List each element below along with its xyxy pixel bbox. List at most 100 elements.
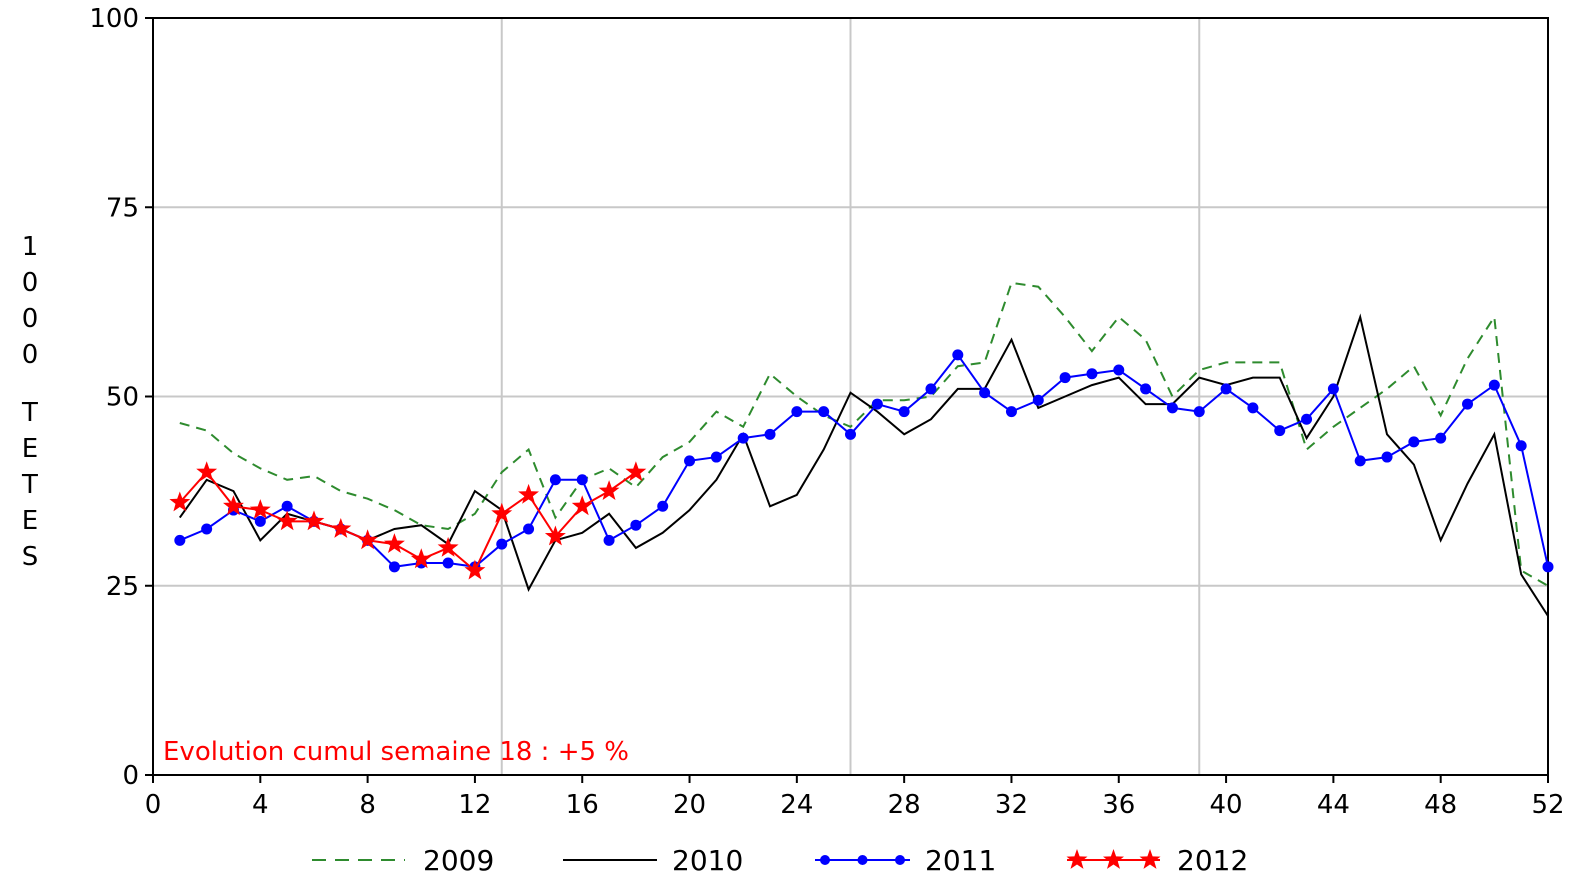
data-point-2012 <box>169 491 191 512</box>
data-point-2011 <box>1005 406 1017 418</box>
legend-label-2012: 2012 <box>1177 844 1248 877</box>
x-tick-label: 28 <box>888 790 921 820</box>
x-tick-label: 44 <box>1317 790 1350 820</box>
legend: 2009 2010 2011 2012 <box>312 844 1248 877</box>
legend-marker-2012 <box>1103 849 1124 869</box>
data-point-2011 <box>684 455 696 467</box>
series-layer <box>169 281 1554 617</box>
data-point-2011 <box>1086 368 1098 380</box>
y-tick-label: 25 <box>106 572 139 602</box>
data-point-2011 <box>1354 455 1366 467</box>
x-tick-label: 4 <box>252 790 269 820</box>
data-point-2011 <box>1515 440 1527 452</box>
x-tick-label: 36 <box>1102 790 1135 820</box>
data-point-2011 <box>388 561 400 573</box>
data-point-2011 <box>630 519 642 531</box>
data-point-2011 <box>952 349 964 361</box>
x-tick-label: 12 <box>458 790 491 820</box>
legend-marker-2011 <box>857 855 868 865</box>
y-axis-label-char: T <box>21 398 38 428</box>
legend-marker-2011 <box>820 855 830 865</box>
data-point-2011 <box>791 406 803 418</box>
data-point-2011 <box>925 383 937 395</box>
y-tick-label: 100 <box>89 4 139 34</box>
series-line-2010 <box>178 313 1549 617</box>
data-point-2011 <box>657 500 669 512</box>
y-axis-label-char: T <box>21 470 38 500</box>
data-point-2011 <box>1247 402 1259 414</box>
x-tick-label: 24 <box>780 790 813 820</box>
x-tick-label: 32 <box>995 790 1028 820</box>
data-point-2011 <box>1140 383 1152 395</box>
data-point-2011 <box>1327 383 1339 395</box>
data-point-2011 <box>710 451 722 463</box>
data-point-2011 <box>1220 383 1232 395</box>
data-point-2012 <box>303 510 325 531</box>
data-point-2012 <box>437 536 459 557</box>
x-tick-label: 20 <box>673 790 706 820</box>
x-tick-label: 16 <box>566 790 599 820</box>
y-axis-label-char: E <box>22 434 38 464</box>
y-tick-label: 50 <box>106 383 139 413</box>
legend-marker-2011 <box>895 855 905 865</box>
data-point-2011 <box>549 474 561 486</box>
legend-label-2011: 2011 <box>925 844 996 877</box>
data-point-2012 <box>410 548 432 569</box>
data-point-2011 <box>764 428 776 440</box>
data-point-2011 <box>603 534 615 546</box>
y-tick-label: 0 <box>122 761 139 791</box>
x-tick-label: 0 <box>145 790 162 820</box>
y-axis-label-char: 0 <box>22 340 39 370</box>
data-point-2011 <box>496 538 508 550</box>
data-point-2011 <box>201 523 213 535</box>
x-tick-label: 52 <box>1531 790 1564 820</box>
data-point-2012 <box>571 495 593 516</box>
grid-layer <box>153 18 1548 775</box>
x-tick-label: 48 <box>1424 790 1457 820</box>
y-axis-label-char: E <box>22 506 38 536</box>
data-point-2012 <box>249 499 271 519</box>
data-point-2012 <box>491 502 513 523</box>
series-line-2009 <box>179 281 1549 587</box>
data-point-2012 <box>357 529 379 550</box>
data-point-2011 <box>523 523 535 535</box>
y-axis-label-char: 1 <box>22 232 39 262</box>
data-point-2011 <box>737 432 749 444</box>
x-tick-label: 8 <box>359 790 376 820</box>
data-point-2011 <box>281 500 293 512</box>
data-point-2011 <box>1462 398 1474 410</box>
data-point-2011 <box>1113 364 1125 376</box>
data-point-2011 <box>1166 402 1178 414</box>
y-axis-label-char: S <box>22 542 39 572</box>
data-point-2012 <box>196 461 218 482</box>
y-axis-label-char: 0 <box>22 304 39 334</box>
data-point-2011 <box>979 387 991 399</box>
series-line-2011 <box>179 353 1549 568</box>
data-point-2012 <box>384 533 405 553</box>
data-point-2011 <box>818 406 830 418</box>
legend-label-2010: 2010 <box>672 844 743 877</box>
series-line-2012 <box>179 470 637 573</box>
data-point-2011 <box>576 474 588 486</box>
data-point-2011 <box>1408 436 1420 448</box>
data-point-2011 <box>1193 406 1205 418</box>
data-point-2012 <box>276 510 298 531</box>
data-point-2011 <box>845 428 856 440</box>
data-point-2012 <box>625 461 647 482</box>
legend-label-2009: 2009 <box>423 844 494 877</box>
data-point-2012 <box>544 525 566 546</box>
x-tick-label: 40 <box>1210 790 1243 820</box>
y-tick-label: 75 <box>106 193 139 223</box>
data-point-2011 <box>1381 451 1393 463</box>
legend-marker-2012 <box>1066 849 1088 869</box>
data-point-2011 <box>442 557 454 569</box>
data-point-2011 <box>1488 379 1500 391</box>
data-point-2012 <box>464 559 486 580</box>
data-point-2012 <box>223 495 244 516</box>
data-point-2011 <box>1301 413 1313 425</box>
data-point-2011 <box>1032 394 1044 406</box>
